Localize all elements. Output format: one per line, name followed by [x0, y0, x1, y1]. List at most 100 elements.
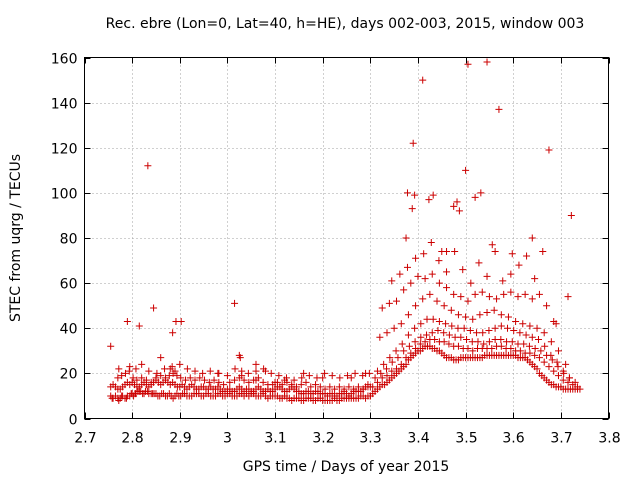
data-point — [429, 191, 437, 199]
data-point — [473, 329, 481, 337]
data-point — [359, 385, 367, 393]
data-point — [528, 234, 536, 242]
data-point — [231, 376, 239, 384]
x-tick-label: 3 — [223, 431, 232, 447]
data-point — [362, 369, 370, 377]
data-point — [412, 345, 420, 353]
x-tick-label: 3.7 — [550, 431, 572, 447]
data-point — [429, 315, 437, 323]
data-point — [526, 349, 534, 357]
data-point — [386, 354, 394, 362]
data-point — [434, 327, 442, 335]
data-point — [271, 378, 279, 386]
data-point — [553, 358, 561, 366]
data-point — [435, 317, 443, 325]
data-point — [442, 320, 450, 328]
x-tick-label: 2.7 — [74, 431, 96, 447]
data-point — [132, 365, 140, 373]
data-point — [485, 293, 493, 301]
data-point — [383, 372, 391, 380]
data-point — [488, 241, 496, 249]
data-point — [240, 376, 248, 384]
data-point — [545, 363, 553, 371]
data-point — [478, 288, 486, 296]
data-point — [380, 360, 388, 368]
data-point — [433, 297, 441, 305]
data-point — [497, 311, 505, 319]
data-point — [547, 351, 555, 359]
y-tick-label: 40 — [60, 322, 78, 338]
data-point — [335, 383, 343, 391]
data-point — [467, 279, 475, 287]
data-point — [135, 322, 143, 330]
data-point — [504, 324, 512, 332]
data-point — [404, 311, 412, 319]
data-point — [321, 385, 329, 393]
data-point — [262, 367, 270, 375]
data-point — [485, 338, 493, 346]
data-point — [497, 322, 505, 330]
data-point — [520, 340, 528, 348]
data-point — [469, 315, 477, 323]
data-point — [515, 261, 523, 269]
data-point — [423, 315, 431, 323]
data-point — [514, 293, 522, 301]
data-point — [231, 299, 239, 307]
data-point — [176, 360, 184, 368]
data-point — [428, 270, 436, 278]
data-point — [427, 239, 435, 247]
data-point — [411, 191, 419, 199]
data-point — [565, 374, 573, 382]
data-point — [443, 248, 451, 256]
data-point — [205, 378, 213, 386]
data-point — [559, 376, 567, 384]
data-point — [231, 365, 239, 373]
y-axis-label: STEC from uqrg / TECUs — [8, 154, 24, 322]
data-point — [535, 290, 543, 298]
data-point — [181, 376, 189, 384]
data-point — [469, 347, 477, 355]
data-point — [107, 342, 115, 350]
data-point — [397, 360, 405, 368]
data-point — [425, 196, 433, 204]
data-point — [539, 248, 547, 256]
data-point — [183, 365, 191, 373]
data-point — [471, 193, 479, 201]
data-point — [161, 365, 169, 373]
data-point — [191, 376, 199, 384]
data-point — [540, 358, 548, 366]
data-point — [373, 367, 381, 375]
data-point — [147, 378, 155, 386]
axis-ticks — [84, 57, 610, 420]
data-point — [354, 383, 362, 391]
data-point — [443, 268, 451, 276]
data-point — [512, 317, 520, 325]
data-point — [462, 313, 470, 321]
data-point — [403, 263, 411, 271]
data-point — [396, 270, 404, 278]
data-point — [321, 369, 329, 377]
data-point — [459, 266, 467, 274]
data-point — [138, 374, 146, 382]
data-point — [488, 345, 496, 353]
data-point — [510, 327, 518, 335]
data-point — [157, 372, 165, 380]
data-points — [107, 58, 584, 404]
data-point — [420, 250, 428, 258]
data-point — [516, 329, 524, 337]
data-point — [169, 329, 177, 337]
data-point — [564, 378, 572, 386]
data-point — [161, 374, 169, 382]
data-point — [397, 320, 405, 328]
data-point — [351, 369, 359, 377]
data-point — [402, 354, 410, 362]
data-point — [480, 340, 488, 348]
data-point — [336, 374, 344, 382]
data-point — [507, 345, 515, 353]
data-point — [238, 367, 246, 375]
data-point — [347, 374, 355, 382]
data-point — [138, 360, 146, 368]
data-point — [417, 320, 425, 328]
data-point — [516, 347, 524, 355]
data-point — [373, 378, 381, 386]
